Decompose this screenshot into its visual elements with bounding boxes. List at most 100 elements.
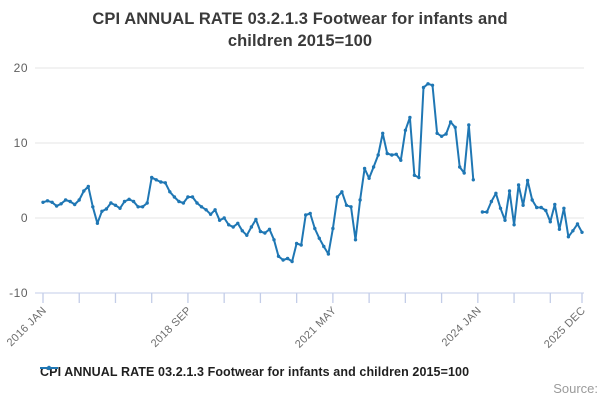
- data-point-marker: [267, 227, 272, 231]
- data-point-marker: [512, 223, 516, 227]
- data-point-marker: [254, 217, 258, 222]
- data-point-marker: [349, 205, 353, 209]
- data-point-marker: [294, 241, 299, 246]
- data-point-marker: [421, 85, 426, 90]
- data-point-marker: [571, 229, 575, 233]
- data-point-marker: [304, 213, 308, 217]
- data-point-marker: [444, 132, 448, 136]
- data-point-marker: [186, 195, 190, 199]
- data-point-marker: [322, 244, 326, 249]
- data-point-marker: [100, 209, 104, 213]
- data-point-marker: [118, 206, 122, 210]
- data-point-marker: [95, 221, 100, 225]
- data-point-marker: [77, 198, 81, 202]
- data-point-marker: [430, 83, 435, 88]
- data-point-marker: [467, 123, 471, 127]
- data-point-marker: [145, 201, 149, 205]
- data-point-marker: [385, 151, 389, 156]
- data-point-marker: [439, 134, 444, 138]
- x-tick-label: 2024 JAN: [440, 305, 484, 349]
- data-point-marker: [276, 254, 281, 258]
- data-point-marker: [485, 210, 489, 214]
- x-tick-label: 2018 SEP: [149, 305, 194, 350]
- data-point-marker: [362, 166, 367, 171]
- y-tick-label: 10: [14, 136, 28, 150]
- data-point-marker: [190, 195, 195, 199]
- data-point-marker: [331, 226, 335, 231]
- data-point-marker: [530, 198, 534, 202]
- data-point-marker: [358, 198, 362, 202]
- data-point-marker: [73, 202, 77, 207]
- data-point-marker: [231, 225, 235, 229]
- data-point-marker: [68, 199, 72, 204]
- data-point-marker: [498, 206, 503, 210]
- data-point-marker: [82, 189, 86, 193]
- data-point-marker: [136, 205, 140, 209]
- data-point-marker: [335, 195, 340, 199]
- legend-line-marker-icon: [40, 365, 58, 371]
- data-point-marker: [367, 176, 371, 180]
- data-point-marker: [553, 202, 557, 207]
- data-point-marker: [580, 230, 584, 234]
- data-point-marker: [313, 226, 317, 231]
- data-point-marker: [458, 165, 462, 169]
- data-point-marker: [417, 175, 421, 180]
- data-point-marker: [217, 218, 222, 222]
- data-point-marker: [213, 208, 217, 212]
- data-point-marker: [340, 190, 344, 194]
- data-point-marker: [168, 190, 172, 194]
- data-point-marker: [208, 212, 213, 216]
- data-point-marker: [109, 201, 113, 205]
- data-point-marker: [435, 131, 439, 135]
- data-point-marker: [272, 238, 276, 242]
- chart-title: CPI ANNUAL RATE 03.2.1.3 Footwear for in…: [92, 10, 508, 50]
- data-point-marker: [150, 175, 154, 180]
- data-point-marker: [480, 210, 485, 214]
- data-point-marker: [390, 153, 394, 157]
- data-point-marker: [104, 207, 109, 211]
- data-point-marker: [566, 235, 571, 239]
- data-point-marker: [371, 165, 376, 169]
- data-point-marker: [448, 120, 453, 124]
- data-point-marker: [326, 252, 331, 256]
- data-point-marker: [281, 258, 285, 262]
- legend: CPI ANNUAL RATE 03.2.1.3 Footwear for in…: [40, 363, 469, 381]
- data-point-marker: [172, 195, 177, 199]
- data-point-marker: [462, 171, 466, 175]
- data-point-marker: [159, 180, 163, 184]
- data-point-marker: [516, 183, 521, 187]
- data-point-marker: [548, 220, 552, 224]
- source-label: Source:: [553, 381, 598, 396]
- data-point-marker: [535, 205, 539, 210]
- data-point-marker: [412, 173, 417, 177]
- data-point-marker: [308, 211, 312, 216]
- data-point-marker: [236, 221, 240, 225]
- data-point-marker: [353, 238, 358, 242]
- data-point-marker: [521, 203, 525, 207]
- data-point-marker: [63, 198, 68, 202]
- legend-label: CPI ANNUAL RATE 03.2.1.3 Footwear for in…: [40, 365, 470, 379]
- data-point-marker: [177, 199, 181, 204]
- data-point-marker: [140, 205, 145, 209]
- data-point-marker: [50, 200, 54, 204]
- data-point-marker: [408, 115, 412, 120]
- data-point-marker: [245, 233, 249, 237]
- data-point-marker: [45, 199, 50, 203]
- data-point-marker: [403, 128, 408, 132]
- x-tick-label: 2021 MAY: [293, 304, 339, 350]
- data-point-marker: [494, 191, 498, 195]
- data-point-marker: [299, 243, 303, 247]
- x-tick-label: 2025 DEC: [542, 305, 588, 351]
- data-point-marker: [525, 178, 530, 183]
- data-point-marker: [127, 197, 131, 201]
- data-point-marker: [258, 229, 263, 234]
- data-point-marker: [240, 229, 244, 233]
- series-line: [42, 82, 583, 263]
- data-point-marker: [290, 259, 294, 264]
- data-point-marker: [86, 184, 91, 189]
- data-point-marker: [453, 125, 457, 129]
- data-point-marker: [199, 205, 204, 209]
- data-point-marker: [163, 181, 167, 185]
